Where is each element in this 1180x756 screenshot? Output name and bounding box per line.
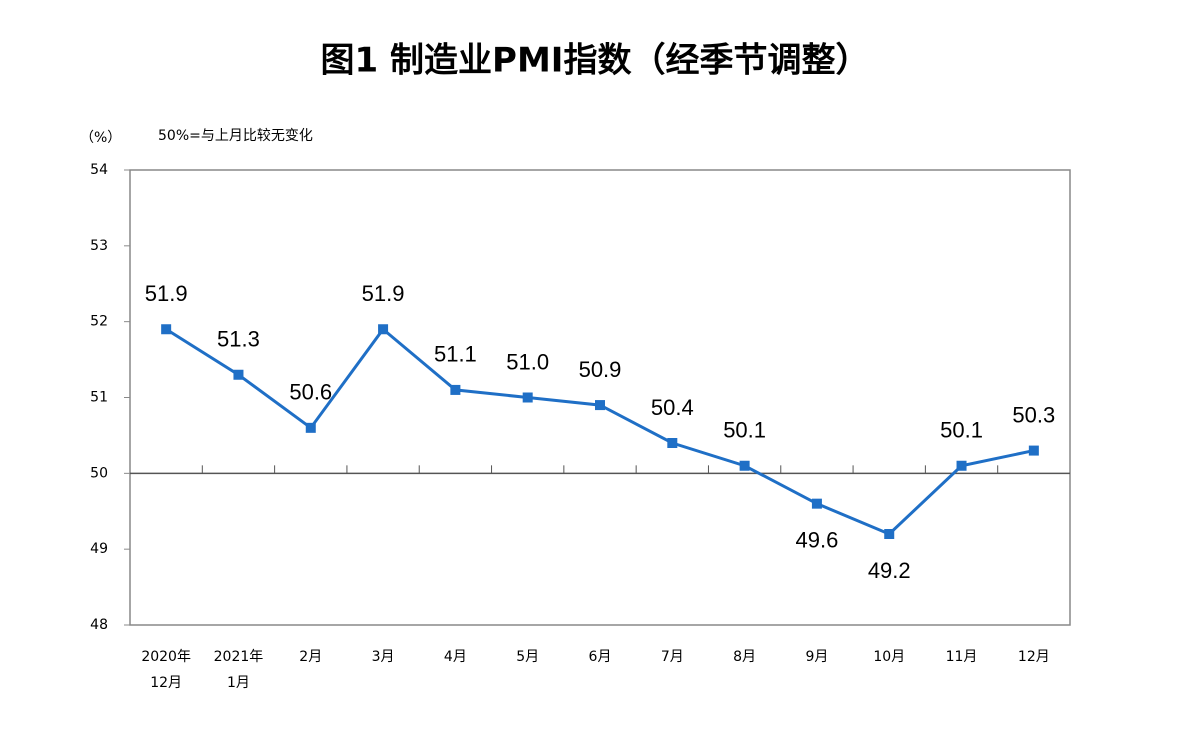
- x-tick-label: 7月: [661, 649, 684, 665]
- marker: [522, 392, 533, 403]
- data-label: 50.3: [1012, 402, 1055, 427]
- data-label: 49.2: [868, 558, 911, 583]
- y-tick-label: 52: [90, 314, 108, 330]
- x-tick-label: 9月: [805, 649, 828, 665]
- marker: [811, 498, 822, 509]
- y-tick-label: 50: [90, 465, 108, 481]
- x-tick-label: 3月: [372, 649, 395, 665]
- data-label: 50.9: [579, 357, 622, 382]
- x-tick-label: 8月: [733, 649, 756, 665]
- x-tick-label: 12月: [1018, 649, 1050, 665]
- data-label: 51.1: [434, 342, 477, 367]
- data-label: 50.6: [289, 380, 332, 405]
- y-tick-label: 49: [90, 541, 108, 557]
- data-label: 51.0: [506, 349, 549, 374]
- data-label: 50.1: [940, 418, 983, 443]
- marker: [956, 460, 967, 471]
- x-tick-label: 5月: [516, 649, 539, 665]
- x-tick-label: 6月: [589, 649, 612, 665]
- data-label: 49.6: [796, 527, 839, 552]
- data-label: 51.3: [217, 327, 260, 352]
- data-label: 50.4: [651, 395, 694, 420]
- data-label: 50.1: [723, 418, 766, 443]
- marker: [595, 400, 605, 411]
- marker: [1028, 445, 1039, 456]
- data-label: 51.9: [145, 281, 188, 306]
- marker: [450, 384, 461, 395]
- marker: [233, 369, 244, 380]
- marker: [884, 529, 895, 539]
- y-tick-label: 54: [90, 162, 108, 178]
- x-tick-label: 4月: [444, 649, 467, 665]
- annotation: 50%=与上月比较无变化: [158, 128, 313, 144]
- marker: [667, 438, 678, 448]
- x-tick-label: 2021年: [214, 649, 264, 665]
- y-tick-label: 48: [90, 617, 108, 633]
- chart-title: 图1 制造业PMI指数（经季节调整）: [321, 41, 870, 81]
- x-tick-label: 2020年: [141, 649, 191, 665]
- y-tick-label: 53: [90, 238, 108, 254]
- marker: [739, 460, 750, 471]
- data-label: 51.9: [362, 281, 405, 306]
- y-unit: （%）: [80, 130, 121, 146]
- x-tick-label: 1月: [227, 675, 250, 691]
- marker: [305, 422, 316, 433]
- marker: [378, 324, 389, 335]
- y-tick-label: 51: [90, 390, 108, 406]
- x-tick-label: 12月: [150, 675, 182, 691]
- x-tick-label: 11月: [946, 649, 978, 665]
- marker: [161, 324, 172, 335]
- x-tick-label: 10月: [873, 649, 905, 665]
- x-tick-label: 2月: [299, 649, 322, 665]
